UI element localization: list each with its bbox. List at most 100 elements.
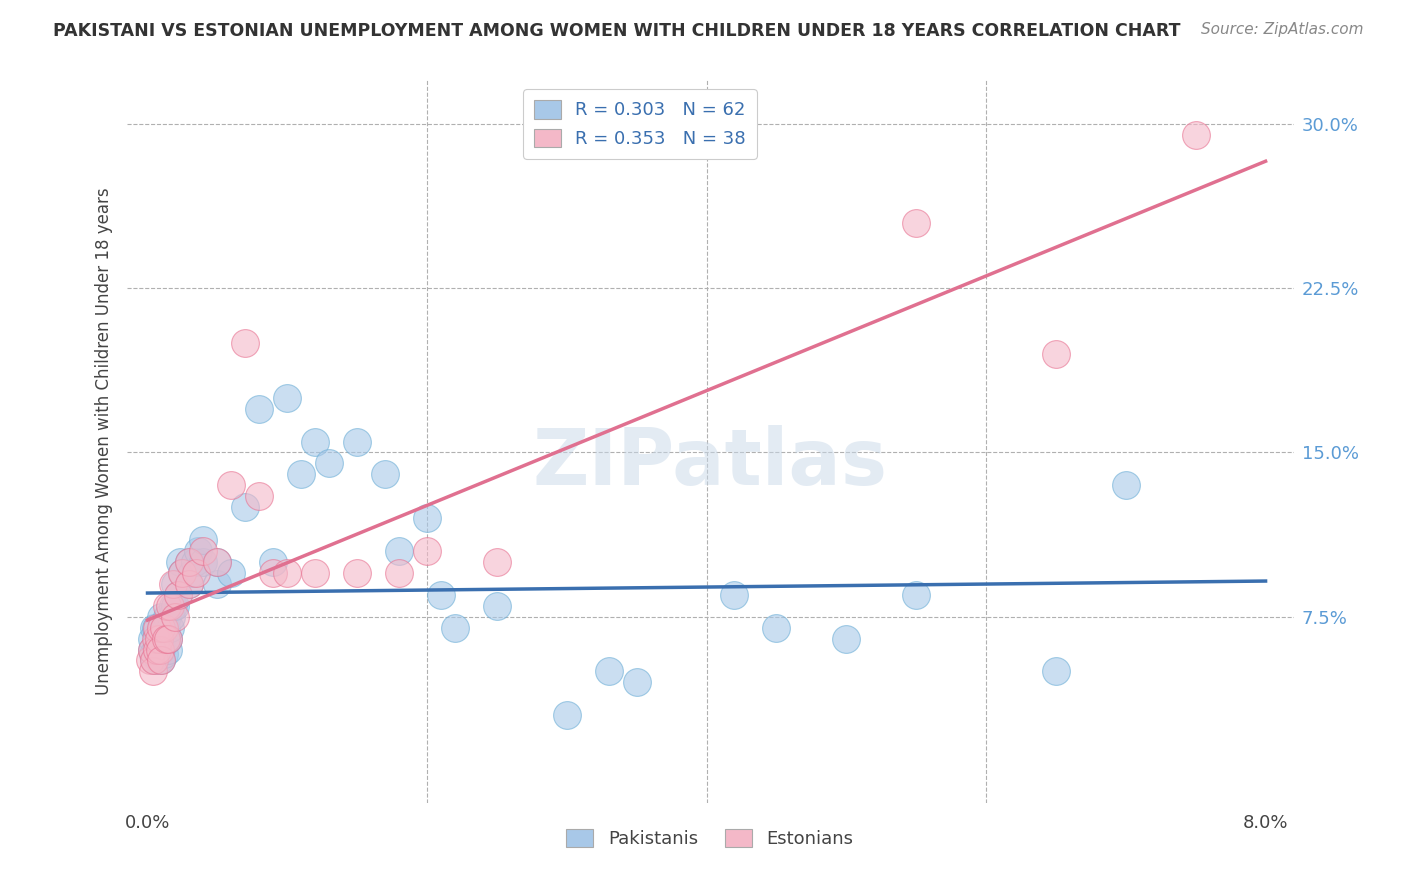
Point [262,555,284,569]
Point [156,609,179,624]
Point [346,566,368,580]
Point [1115,478,1137,492]
Point [555,708,578,723]
Point [765,621,787,635]
Point [150,653,173,667]
Point [388,566,411,580]
Point [598,665,620,679]
Point [290,467,312,482]
Point [233,336,256,351]
Point [162,599,184,613]
Point [193,555,215,569]
Point [172,566,194,580]
Point [157,632,180,646]
Point [155,632,177,646]
Point [187,544,209,558]
Point [835,632,858,646]
Y-axis label: Unemployment Among Women with Children Under 18 years: Unemployment Among Women with Children U… [94,187,112,696]
Text: ZIPatlas: ZIPatlas [533,425,887,501]
Point [221,478,243,492]
Point [150,653,173,667]
Text: Source: ZipAtlas.com: Source: ZipAtlas.com [1201,22,1364,37]
Point [262,566,284,580]
Point [159,599,181,613]
Point [304,566,326,580]
Legend: Pakistanis, Estonians: Pakistanis, Estonians [560,822,860,855]
Point [179,577,201,591]
Point [179,555,201,569]
Point [1045,665,1067,679]
Point [145,621,167,635]
Point [167,588,190,602]
Point [416,511,439,525]
Point [193,544,215,558]
Point [146,642,169,657]
Point [148,632,170,646]
Point [186,566,208,580]
Point [150,632,173,646]
Point [143,621,166,635]
Point [141,632,163,646]
Point [388,544,411,558]
Point [167,588,190,602]
Point [346,434,368,449]
Point [141,642,163,657]
Point [155,621,177,635]
Point [247,489,270,503]
Point [162,577,184,591]
Point [626,675,648,690]
Point [165,599,187,613]
Point [142,647,165,661]
Point [1045,347,1067,361]
Point [905,216,928,230]
Point [143,653,166,667]
Point [207,555,229,569]
Point [148,642,170,657]
Point [276,391,298,405]
Point [150,642,173,657]
Point [157,632,180,646]
Point [179,555,201,569]
Point [139,653,162,667]
Point [141,642,163,657]
Point [304,434,326,449]
Point [221,566,243,580]
Point [150,609,173,624]
Point [165,577,187,591]
Point [153,647,176,661]
Point [374,467,396,482]
Point [169,555,191,569]
Point [1184,128,1206,142]
Point [159,621,181,635]
Point [157,642,180,657]
Point [444,621,467,635]
Point [233,500,256,515]
Point [155,632,177,646]
Point [146,621,169,635]
Point [165,609,187,624]
Point [172,566,194,580]
Point [149,638,172,652]
Point [184,555,207,569]
Point [276,566,298,580]
Point [193,533,215,547]
Point [318,457,340,471]
Point [181,566,204,580]
Point [485,599,508,613]
Point [430,588,453,602]
Point [416,544,439,558]
Point [179,577,201,591]
Point [145,642,167,657]
Point [156,599,179,613]
Point [247,401,270,416]
Point [145,632,167,646]
Point [153,621,176,635]
Point [723,588,745,602]
Point [160,609,183,624]
Point [149,642,172,657]
Point [148,653,170,667]
Text: PAKISTANI VS ESTONIAN UNEMPLOYMENT AMONG WOMEN WITH CHILDREN UNDER 18 YEARS CORR: PAKISTANI VS ESTONIAN UNEMPLOYMENT AMONG… [53,22,1181,40]
Point [905,588,928,602]
Point [142,665,165,679]
Point [143,653,166,667]
